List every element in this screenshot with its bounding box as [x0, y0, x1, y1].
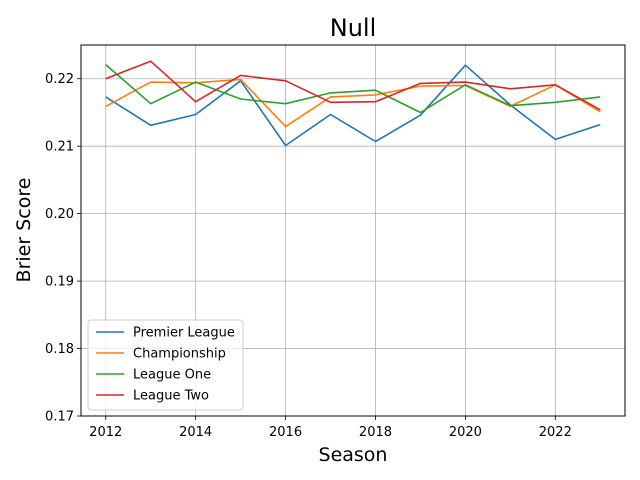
legend-label: Premier League [133, 326, 235, 341]
x-tick-label: 2014 [179, 425, 212, 440]
x-tick-label: 2016 [269, 425, 302, 440]
y-tick-label: 0.20 [45, 207, 74, 222]
y-tick-label: 0.21 [45, 140, 74, 155]
legend-label: League One [133, 368, 211, 383]
x-axis-title: Season [319, 444, 388, 466]
x-tick-label: 2020 [449, 425, 482, 440]
plot-frame [80, 44, 626, 417]
series-lines [105, 60, 601, 147]
y-tick-label: 0.18 [45, 342, 74, 357]
x-tick-label: 2018 [359, 425, 392, 440]
axis-ticks: 2012 2014 2016 2018 2020 2022 0.17 0.18 0.19 0.20… [45, 72, 572, 440]
y-axis-title: Brier Score [13, 178, 35, 283]
x-tick-label: 2022 [539, 425, 572, 440]
legend-label: Championship [133, 347, 226, 362]
series-line-league-two [105, 60, 601, 111]
y-tick-label: 0.17 [45, 410, 74, 425]
legend-box [87, 319, 244, 411]
y-tick-label: 0.22 [45, 72, 74, 87]
series-line-championship [105, 78, 601, 128]
y-tick-label: 0.19 [45, 275, 74, 290]
chart-title: Null [330, 14, 377, 42]
x-tick-label: 2012 [89, 425, 122, 440]
legend: Premier League Championship League One Leag… [87, 319, 244, 411]
series-line-league-one [105, 63, 601, 114]
series-line-premier-league [105, 64, 601, 147]
legend-label: League Two [133, 389, 209, 404]
